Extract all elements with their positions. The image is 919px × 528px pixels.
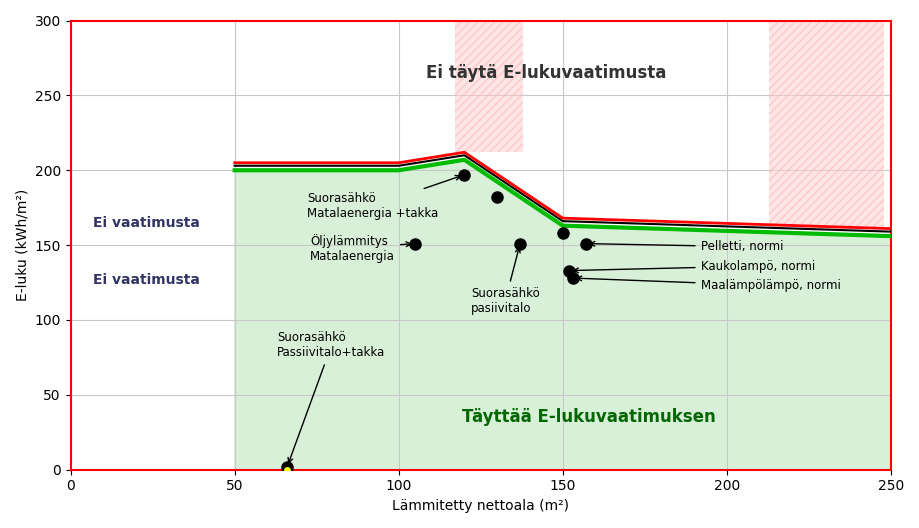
Text: Öljylämmitys
Matalaenergia: Öljylämmitys Matalaenergia xyxy=(310,233,411,262)
Y-axis label: E-luku (kWh/m²): E-luku (kWh/m²) xyxy=(15,189,29,301)
Text: Kaukolampö, normi: Kaukolampö, normi xyxy=(573,260,815,272)
Polygon shape xyxy=(234,160,891,470)
Text: Pelletti, normi: Pelletti, normi xyxy=(590,240,783,253)
Text: Suorasähkö
pasiivitalo: Suorasähkö pasiivitalo xyxy=(471,248,539,315)
Text: Ei vaatimusta: Ei vaatimusta xyxy=(93,272,199,287)
Text: Maalämpölämpö, normi: Maalämpölämpö, normi xyxy=(577,276,841,292)
Bar xyxy=(769,21,884,229)
Bar xyxy=(455,21,524,152)
Text: Suorasähkö
Passiivitalo+takka: Suorasähkö Passiivitalo+takka xyxy=(278,332,386,463)
Text: Ei vaatimusta: Ei vaatimusta xyxy=(93,215,199,230)
Text: Suorasähkö
Matalaenergia +takka: Suorasähkö Matalaenergia +takka xyxy=(307,175,460,220)
Text: Täyttää E-lukuvaatimuksen: Täyttää E-lukuvaatimuksen xyxy=(462,408,716,426)
Text: Ei täytä E-lukuvaatimusta: Ei täytä E-lukuvaatimusta xyxy=(426,64,666,82)
X-axis label: Lämmitetty nettoala (m²): Lämmitetty nettoala (m²) xyxy=(392,499,569,513)
